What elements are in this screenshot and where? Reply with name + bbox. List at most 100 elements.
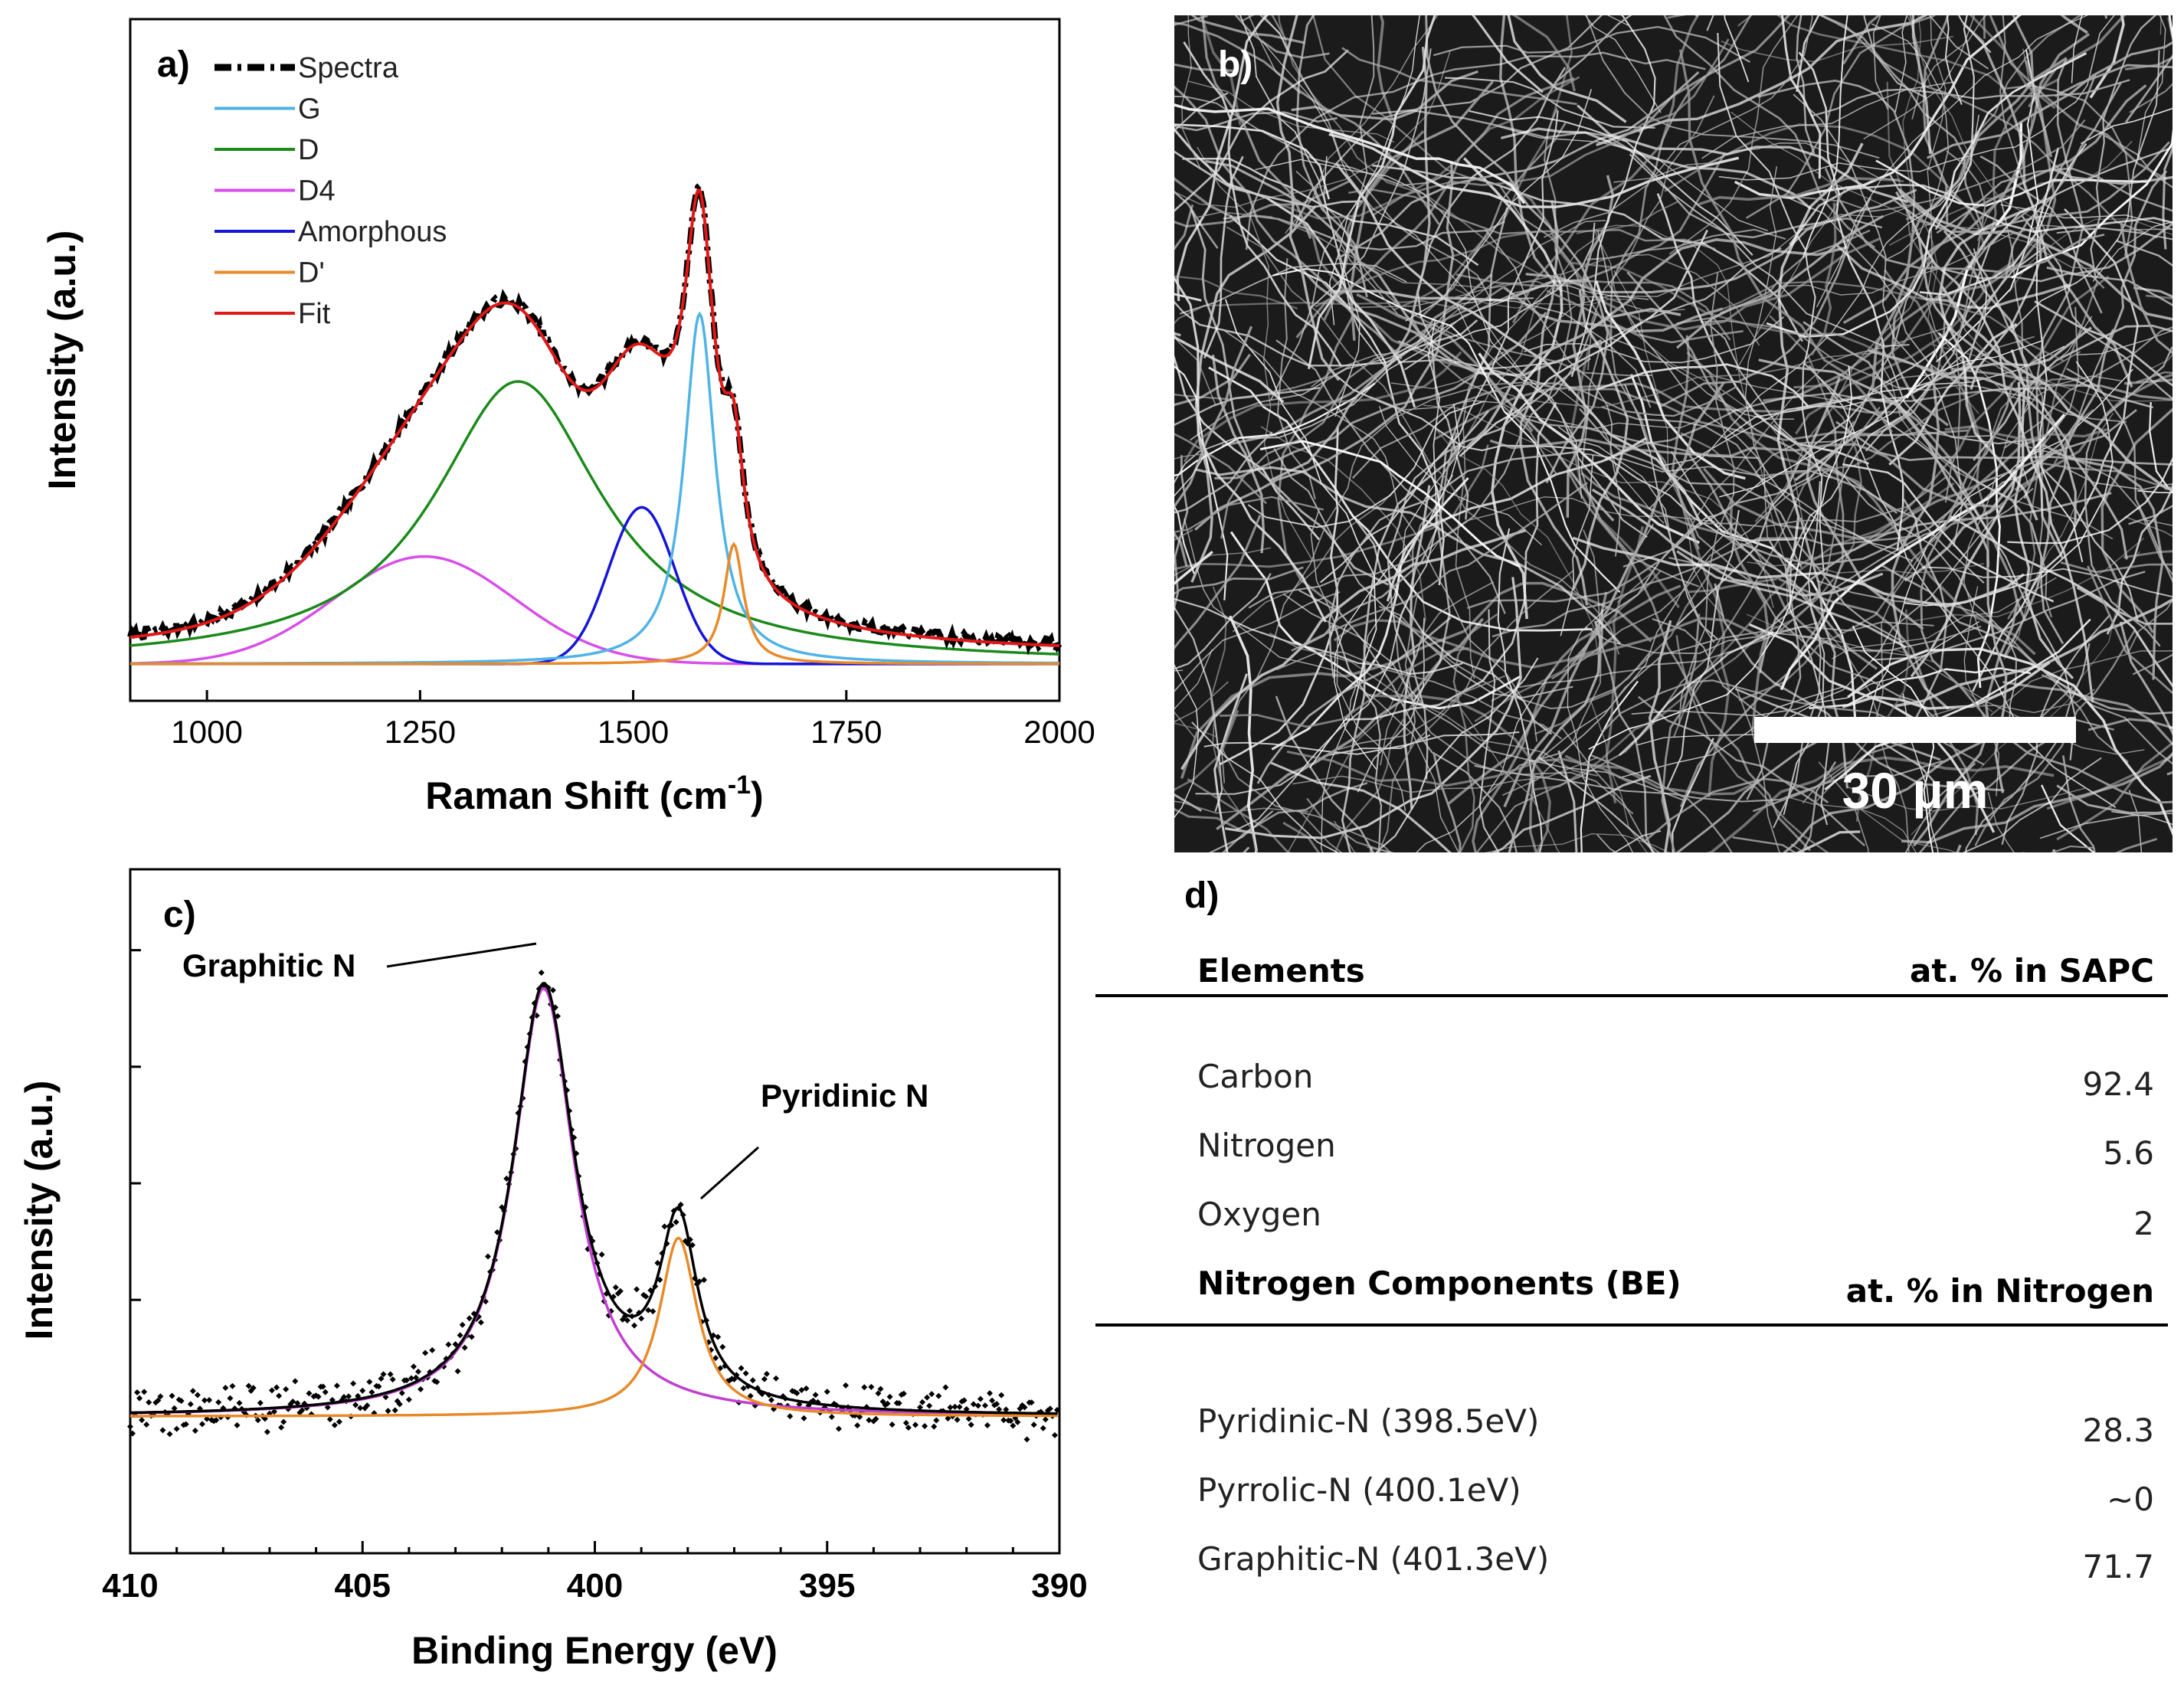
sem-fiber	[1503, 286, 1724, 333]
xps-data-point	[886, 1393, 893, 1400]
sem-fiber	[1201, 15, 1312, 239]
xps-data-point	[454, 1368, 461, 1375]
sem-scale-label: 30 μm	[1842, 762, 1989, 819]
pyridinic-n-label: Pyridinic N	[761, 1078, 928, 1114]
sem-fiber	[1174, 566, 1304, 595]
sem-fiber	[1269, 632, 1598, 777]
sem-fiber	[1672, 738, 1714, 852]
xps-x-tick-label: 410	[102, 1567, 158, 1605]
sem-fiber	[1585, 621, 1934, 655]
xps-data-point	[333, 1382, 340, 1389]
xps-data-point	[631, 1322, 638, 1329]
sem-fiber	[1295, 171, 1439, 327]
sem-fiber	[1220, 381, 1551, 784]
sem-fiber	[1248, 15, 1302, 94]
sem-fiber	[1584, 15, 1662, 113]
sem-fiber	[2076, 586, 2173, 625]
sem-fiber	[1370, 396, 1701, 430]
sem-fiber	[1174, 505, 1195, 574]
sem-fiber	[1963, 82, 2122, 378]
sem-fiber	[1338, 570, 1574, 751]
sem-fiber	[1746, 613, 1993, 713]
sem-fiber	[1210, 586, 1258, 852]
xps-data-point	[503, 1175, 510, 1182]
xps-y-axis-title: Intensity (a.u.)	[18, 1081, 61, 1340]
xps-data-point	[866, 1417, 873, 1424]
sem-fiber	[1613, 270, 1724, 617]
sem-fiber	[1957, 15, 1992, 54]
xps-data-point	[984, 1422, 990, 1429]
sem-scale-bar	[1754, 717, 2076, 743]
sem-fiber	[1174, 95, 1452, 186]
sem-fiber	[1529, 774, 1538, 852]
sem-fiber	[1969, 15, 2056, 110]
sem-fiber	[1377, 15, 1394, 121]
sem-fiber	[1393, 15, 1573, 311]
sem-fiber	[1174, 300, 1478, 367]
sem-fiber	[1569, 345, 1681, 609]
xps-data-point	[1028, 1399, 1035, 1406]
xps-data-point	[326, 1416, 333, 1423]
raman-legend-label: D	[298, 134, 319, 166]
sem-fiber	[1537, 756, 1655, 852]
sem-fiber	[2002, 680, 2173, 746]
sem-fiber	[1789, 184, 2173, 246]
sem-fiber	[2041, 784, 2095, 852]
sem-fiber	[1592, 227, 1816, 543]
raman-curve-d	[129, 380, 1060, 656]
sem-fiber	[1740, 409, 2137, 566]
sem-fiber	[1824, 618, 2091, 790]
sem-fiber	[1901, 751, 2173, 844]
sem-fiber	[1585, 15, 1880, 159]
sem-fiber	[2046, 752, 2173, 810]
xps-data-point	[141, 1389, 148, 1395]
sem-fiber	[2041, 443, 2164, 680]
sem-fiber	[1174, 92, 1229, 132]
xps-data-point	[204, 1415, 211, 1422]
sem-fiber	[1334, 627, 1383, 852]
sem-fiber	[1776, 15, 2007, 90]
sem-fiber	[1404, 593, 1634, 815]
xps-data-point	[1003, 1406, 1010, 1413]
sem-fiber	[1758, 358, 2008, 793]
sem-fiber	[1174, 365, 1352, 401]
sem-fiber	[1269, 47, 1431, 483]
sem-fiber	[1596, 230, 1914, 562]
sem-fiber	[1208, 810, 1274, 852]
sem-fiber	[1799, 636, 2145, 755]
xps-data-point	[215, 1399, 222, 1405]
sem-fiber	[1648, 620, 1672, 852]
xps-data-point	[1007, 1418, 1014, 1425]
sem-fiber	[1911, 15, 1932, 155]
sem-fiber	[1222, 329, 1537, 742]
sem-fiber	[1479, 352, 1877, 409]
sem-fiber	[1190, 15, 1305, 44]
sem-fiber	[1904, 763, 1976, 852]
sem-fiber	[1174, 807, 1246, 834]
sem-fiber	[1174, 514, 1262, 650]
sem-fiber	[1360, 280, 1685, 312]
sem-fiber	[1174, 597, 1463, 676]
sem-fiber	[1512, 15, 1577, 92]
sem-fiber	[1219, 647, 1469, 728]
xps-data-point	[624, 1317, 630, 1323]
sem-fiber	[2056, 784, 2173, 814]
sem-fiber	[2106, 483, 2173, 635]
xps-data-point	[398, 1389, 405, 1396]
xps-data-point	[306, 1390, 313, 1397]
xps-data-point	[884, 1400, 891, 1407]
xps-data-point	[315, 1393, 322, 1400]
sem-fiber	[1247, 400, 1485, 528]
sem-fiber	[2090, 15, 2157, 280]
sem-fiber	[1174, 444, 1489, 571]
sem-fiber	[2081, 107, 2173, 145]
sem-fiber	[1895, 191, 2128, 560]
sem-fiber	[1181, 15, 1201, 168]
sem-fiber	[1262, 41, 1527, 379]
sem-fiber	[2011, 15, 2173, 279]
sem-fiber	[2066, 368, 2173, 584]
sem-fiber	[1174, 150, 1362, 208]
sem-fiber	[1757, 79, 1916, 232]
sem-fiber	[1580, 472, 1837, 649]
